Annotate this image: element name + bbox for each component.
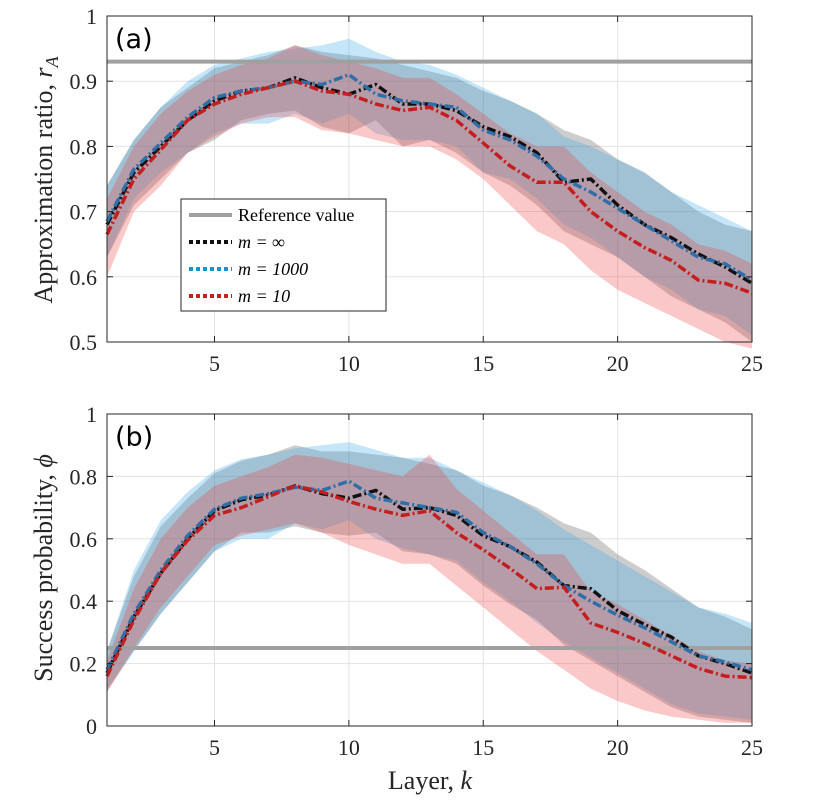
panel-b-ytick-label-5: 1 — [86, 402, 97, 427]
panel-a-label: (a) — [115, 24, 153, 55]
legend: Reference value m = ∞ m = 1000 m = 10 — [180, 198, 387, 312]
panel-b-ytick-label-4: 0.8 — [70, 464, 98, 489]
panel-b-ytick-label-2: 0.4 — [70, 589, 98, 614]
panel-a-series-lines — [105, 72, 753, 295]
panel-a-ytick-label-4: 0.9 — [70, 69, 98, 94]
panel-a-xtick-label-10: 10 — [338, 351, 360, 376]
panel-b-xtick-label-20: 20 — [607, 735, 629, 760]
panel-b-ytick-label-3: 0.6 — [70, 527, 98, 552]
legend-label-m-1000: m = 1000 — [238, 259, 308, 279]
panel-a-xtick-label-5: 5 — [209, 351, 220, 376]
panel-b-band-m-inf — [107, 445, 752, 723]
panel-b-axes-frame — [106, 413, 753, 727]
panel-a-axes-frame — [106, 15, 753, 343]
x-axis-label: Layer, k — [388, 766, 473, 795]
panel-a-xtick-label-25: 25 — [741, 351, 763, 376]
panel-b-xtick-label-10: 10 — [338, 735, 360, 760]
panel-b-xtick-label-5: 5 — [209, 735, 220, 760]
panel-a: 5 10 15 20 25 0.5 0.6 0.7 0.8 0.9 1 (a) Approximat… — [29, 4, 763, 376]
panel-a-tick-labels: 5 10 15 20 25 0.5 0.6 0.7 0.8 0.9 1 — [70, 4, 764, 376]
panel-a-line-m-1000 — [105, 72, 753, 282]
panel-b-ytick-label-1: 0.2 — [70, 652, 98, 677]
panel-b-ylabel: Success probability, ϕ — [29, 454, 58, 682]
panel-a-box — [106, 15, 753, 343]
panel-b-box — [106, 413, 753, 727]
legend-box — [180, 198, 387, 312]
panel-b-xtick-label-25: 25 — [741, 735, 763, 760]
legend-label-reference: Reference value — [238, 205, 354, 225]
legend-label-m-10: m = 10 — [238, 286, 290, 306]
panel-b-line-m-10 — [105, 484, 753, 680]
panel-b: 5 10 15 20 25 0 0.2 0.4 0.6 0.8 1 (b) Success prob… — [29, 402, 763, 760]
panel-b-label: (b) — [115, 422, 153, 453]
panel-b-xtick-label-15: 15 — [472, 735, 494, 760]
panel-a-line-m-10 — [105, 79, 753, 295]
panel-a-ytick-label-3: 0.8 — [70, 134, 98, 159]
panel-a-ylabel: Approximation ratio, rA — [29, 55, 62, 303]
panel-b-line-m-1000 — [105, 479, 753, 672]
panel-a-xtick-label-20: 20 — [607, 351, 629, 376]
panel-b-series-lines — [105, 479, 753, 680]
panel-b-bands — [107, 442, 752, 723]
panel-b-band-m-10 — [107, 454, 752, 723]
panel-a-ytick-label-0: 0.5 — [70, 330, 98, 355]
panel-a-ytick-label-5: 1 — [86, 4, 97, 29]
panel-b-tick-labels: 5 10 15 20 25 0 0.2 0.4 0.6 0.8 1 — [70, 402, 764, 760]
panel-a-band-m-1000 — [107, 38, 752, 336]
panel-a-ytick-label-1: 0.6 — [70, 265, 98, 290]
legend-label-m-inf: m = ∞ — [238, 232, 285, 252]
panel-b-ytick-label-0: 0 — [86, 714, 97, 739]
panel-a-xtick-label-15: 15 — [472, 351, 494, 376]
panel-b-band-m-1000 — [107, 442, 752, 720]
panel-a-ytick-label-2: 0.7 — [70, 200, 98, 225]
